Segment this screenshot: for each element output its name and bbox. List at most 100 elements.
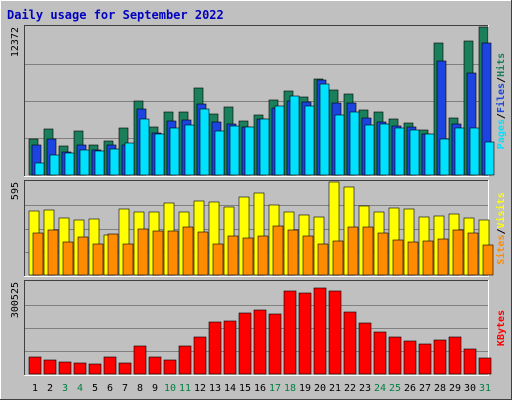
side-legend-item: Hits (495, 53, 507, 77)
x-label-day-4: 4 (77, 383, 83, 394)
panel-visits-sites: 595 Sites/Visits (10, 180, 507, 277)
bar-pages-day-4 (79, 149, 90, 176)
bar-kbytes-day-1 (28, 356, 42, 375)
bar-pages-day-2 (49, 154, 60, 176)
bar-kbytes-day-22 (343, 311, 357, 375)
bar-pages-day-31 (484, 141, 495, 176)
x-label-day-27: 27 (419, 383, 431, 394)
bar-kbytes-day-13 (208, 321, 222, 375)
bar-kbytes-day-8 (133, 345, 147, 375)
x-label-day-11: 11 (179, 383, 191, 394)
x-label-day-15: 15 (239, 383, 251, 394)
side-legend: KBytes (496, 310, 507, 346)
bar-kbytes-day-7 (118, 362, 132, 375)
bar-sites-day-4 (77, 236, 89, 276)
chart-panels: 12372Pages/Files/Hits595Sites/Visits3005… (10, 25, 507, 376)
bar-pages-day-29 (454, 127, 465, 176)
x-label-day-17: 17 (269, 383, 281, 394)
side-legend-item: / (496, 228, 507, 234)
bar-sites-day-14 (227, 235, 239, 276)
bar-kbytes-day-16 (253, 309, 267, 375)
bar-pages-day-17 (274, 105, 285, 176)
x-label-day-25: 25 (389, 383, 401, 394)
series-pages (34, 83, 495, 176)
series-kbytes (28, 287, 492, 375)
bar-kbytes-day-23 (358, 322, 372, 375)
x-label-day-29: 29 (449, 383, 461, 394)
bar-sites-day-20 (317, 243, 329, 276)
bar-kbytes-day-24 (373, 331, 387, 375)
bar-pages-day-26 (409, 129, 420, 176)
bar-pages-day-20 (319, 83, 330, 176)
bar-kbytes-day-9 (148, 356, 162, 375)
x-label-day-13: 13 (209, 383, 221, 394)
side-legend-item: / (496, 77, 507, 83)
bar-kbytes-day-12 (193, 336, 207, 375)
bar-kbytes-day-14 (223, 320, 237, 375)
bar-sites-day-6 (107, 233, 119, 276)
bar-kbytes-day-10 (163, 359, 177, 375)
x-label-day-12: 12 (194, 383, 206, 394)
side-legend-item: KBytes (496, 310, 507, 346)
bar-pages-day-8 (139, 118, 150, 176)
x-label-day-20: 20 (314, 383, 326, 394)
bar-kbytes-day-3 (58, 361, 72, 375)
x-label-day-16: 16 (254, 383, 266, 394)
bar-sites-day-21 (332, 240, 344, 276)
bar-kbytes-day-18 (283, 290, 297, 375)
bar-pages-day-15 (244, 126, 255, 176)
bar-sites-day-24 (377, 232, 389, 276)
bar-pages-day-14 (229, 125, 240, 176)
x-label-day-8: 8 (137, 383, 143, 394)
bar-pages-day-25 (394, 127, 405, 176)
x-label-day-7: 7 (122, 383, 128, 394)
bar-pages-day-23 (364, 124, 375, 176)
side-legend-item: Visits (495, 192, 507, 228)
side-legend: Sites/Visits (495, 192, 507, 264)
bar-sites-day-28 (437, 238, 449, 276)
bar-pages-day-21 (334, 114, 345, 176)
bar-pages-day-22 (349, 111, 360, 176)
bar-sites-day-26 (407, 241, 419, 276)
bar-sites-day-27 (422, 240, 434, 276)
bar-sites-day-11 (182, 226, 194, 276)
bar-sites-day-15 (242, 237, 254, 276)
bar-pages-day-18 (289, 95, 300, 176)
bar-pages-day-24 (379, 123, 390, 176)
x-label-day-6: 6 (107, 383, 113, 394)
bar-pages-day-9 (154, 133, 165, 176)
bar-sites-day-17 (272, 225, 284, 276)
bar-kbytes-day-28 (433, 339, 447, 375)
bar-kbytes-day-6 (103, 356, 117, 375)
bar-kbytes-day-31 (478, 357, 492, 375)
bar-kbytes-day-25 (388, 336, 402, 375)
y-max-label: 595 (10, 182, 21, 200)
bar-sites-day-2 (47, 229, 59, 276)
side-legend-item: / (496, 113, 507, 119)
x-label-day-21: 21 (329, 383, 341, 394)
bar-pages-day-6 (109, 148, 120, 176)
bar-sites-day-19 (302, 235, 314, 276)
bar-kbytes-day-11 (178, 345, 192, 375)
bar-sites-day-5 (92, 243, 104, 276)
bar-kbytes-day-29 (448, 336, 462, 375)
bar-pages-day-27 (424, 133, 435, 176)
x-label-day-10: 10 (164, 383, 176, 394)
bar-sites-day-12 (197, 231, 209, 276)
bar-pages-day-11 (184, 124, 195, 176)
x-label-day-9: 9 (152, 383, 158, 394)
x-label-day-30: 30 (464, 383, 476, 394)
bar-pages-day-5 (94, 150, 105, 176)
bar-sites-day-13 (212, 243, 224, 276)
side-legend-item: Pages (496, 119, 507, 149)
bar-kbytes-day-21 (328, 290, 342, 375)
side-legend: Pages/Files/Hits (495, 53, 507, 149)
bar-pages-day-16 (259, 118, 270, 176)
bar-kbytes-day-15 (238, 312, 252, 375)
x-label-day-26: 26 (404, 383, 416, 394)
bar-sites-day-9 (152, 230, 164, 276)
x-label-day-5: 5 (92, 383, 98, 394)
bar-kbytes-day-5 (88, 363, 102, 375)
y-max-label: 12372 (10, 27, 21, 57)
